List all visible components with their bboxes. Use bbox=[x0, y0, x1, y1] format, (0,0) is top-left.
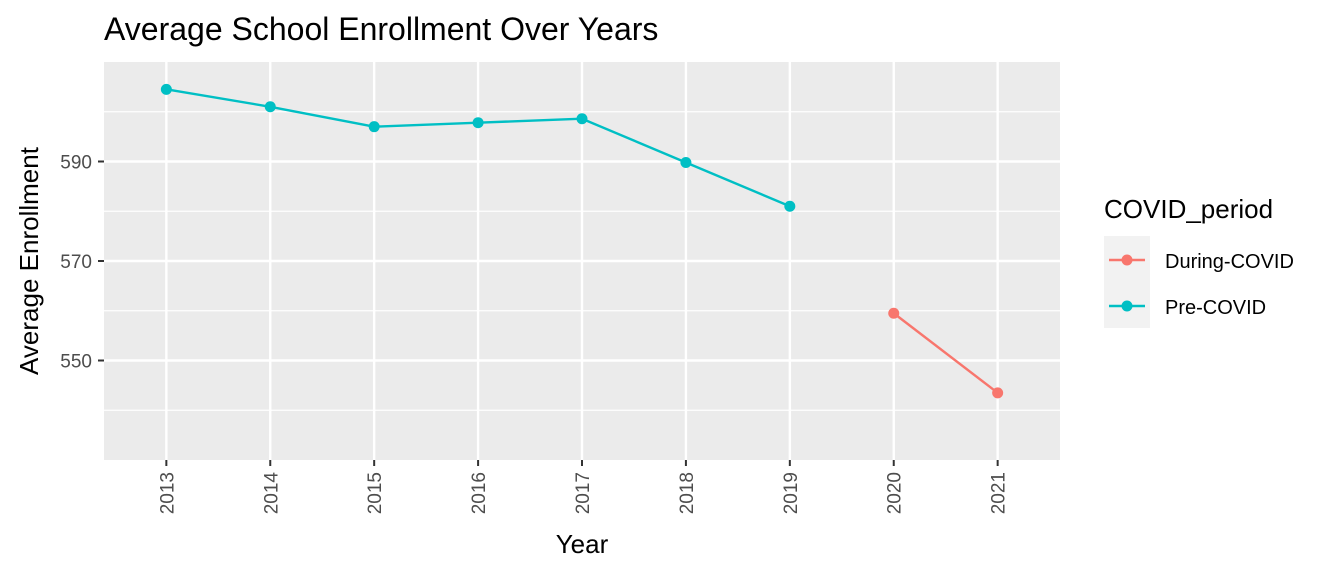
data-point-pre-covid bbox=[680, 156, 692, 168]
series-layer bbox=[160, 83, 1004, 399]
x-tick-label: 2016 bbox=[469, 472, 490, 514]
x-tick-label: 2020 bbox=[885, 472, 906, 514]
x-tick-label: 2013 bbox=[157, 472, 178, 514]
y-axis: 550 570 590 bbox=[60, 153, 104, 373]
y-tick-label: 590 bbox=[60, 153, 92, 174]
x-tick-label: 2017 bbox=[573, 472, 594, 514]
legend-label: During-COVID bbox=[1165, 251, 1294, 273]
x-tick-label: 2018 bbox=[677, 472, 698, 514]
data-point-pre-covid bbox=[472, 117, 484, 129]
x-tick-label: 2019 bbox=[781, 472, 802, 514]
chart-title: Average School Enrollment Over Years bbox=[104, 11, 658, 47]
data-point-pre-covid bbox=[368, 121, 380, 133]
legend-title: COVID_period bbox=[1104, 194, 1273, 224]
series-line-during-covid bbox=[893, 312, 999, 394]
data-point-pre-covid bbox=[264, 101, 276, 113]
legend: COVID_period During-COVID Pre-COVID bbox=[1104, 194, 1294, 328]
x-axis-title: Year bbox=[556, 529, 609, 559]
x-axis: 2013 2014 2015 2016 2017 2018 2019 2020 2021 bbox=[157, 460, 1010, 515]
x-tick-label: 2021 bbox=[989, 472, 1010, 514]
legend-key-point bbox=[1121, 300, 1133, 312]
grid-major bbox=[104, 62, 1060, 460]
data-point-during-covid bbox=[888, 307, 900, 319]
x-tick-label: 2014 bbox=[261, 472, 282, 515]
data-point-pre-covid bbox=[160, 83, 172, 95]
legend-key-point bbox=[1121, 254, 1133, 266]
data-point-pre-covid bbox=[576, 113, 588, 125]
legend-key-background bbox=[1104, 236, 1150, 328]
data-point-pre-covid bbox=[784, 200, 796, 212]
legend-label: Pre-COVID bbox=[1165, 297, 1266, 319]
y-tick-label: 570 bbox=[60, 252, 92, 273]
x-tick-label: 2015 bbox=[365, 472, 386, 514]
y-tick-label: 550 bbox=[60, 352, 92, 373]
data-point-during-covid bbox=[992, 387, 1004, 399]
y-axis-title: Average Enrollment bbox=[14, 146, 44, 375]
